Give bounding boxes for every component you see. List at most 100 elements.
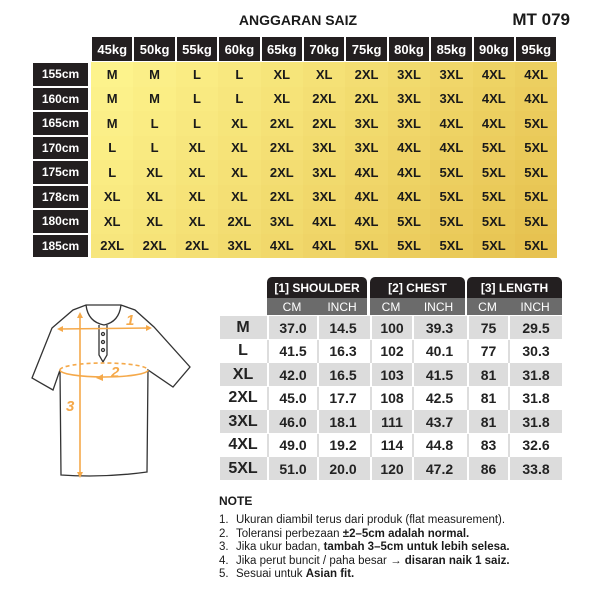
size-cell: XL bbox=[91, 209, 134, 234]
measurement-row: M 37.0 14.5 100 39.3 75 29.5 bbox=[220, 316, 562, 339]
measurement-value: 33.8 bbox=[508, 457, 562, 480]
size-cell: XL bbox=[175, 135, 219, 160]
size-cell: L bbox=[175, 111, 219, 136]
height-header: 180cm bbox=[33, 210, 88, 233]
size-cell: L bbox=[91, 160, 134, 185]
height-header: 165cm bbox=[33, 112, 88, 135]
measurement-value: 44.8 bbox=[412, 433, 465, 457]
size-cell: 4XL bbox=[303, 233, 346, 258]
note-item: 2. Toleransi perbezaan ±2–5cm adalah norm… bbox=[219, 528, 510, 542]
size-cell: 4XL bbox=[430, 135, 473, 160]
size-cell: 5XL bbox=[387, 209, 431, 234]
measurement-value: 16.3 bbox=[317, 339, 367, 363]
size-cell: L bbox=[218, 62, 261, 87]
size-cell: 2XL bbox=[91, 233, 134, 258]
size-cell: L bbox=[91, 135, 134, 160]
unit-header: CM bbox=[370, 298, 412, 315]
measurement-value: 32.6 bbox=[508, 433, 562, 457]
note-num: 4. bbox=[219, 554, 229, 567]
size-cell: 5XL bbox=[515, 160, 558, 185]
size-cell: 2XL bbox=[260, 160, 303, 185]
size-cell: XL bbox=[133, 160, 176, 185]
size-cell: L bbox=[218, 86, 261, 111]
size-cell: 3XL bbox=[387, 111, 431, 136]
size-cell: 5XL bbox=[472, 233, 515, 258]
height-header: 185cm bbox=[33, 234, 88, 257]
measurement-row: XL 42.0 16.5 103 41.5 81 31.8 bbox=[220, 363, 562, 386]
size-cell: 5XL bbox=[430, 184, 473, 209]
size-label: L bbox=[238, 342, 248, 359]
size-cell: 2XL bbox=[175, 233, 219, 258]
size-cell: 4XL bbox=[515, 62, 558, 87]
size-cell: 5XL bbox=[472, 184, 515, 209]
height-header: 178cm bbox=[33, 185, 88, 208]
note-item: 3. Jika ukur badan, tambah 3–5cm untuk le… bbox=[219, 541, 510, 555]
measurement-value: 108 bbox=[370, 386, 412, 410]
size-cell: 5XL bbox=[345, 233, 388, 258]
height-header: 160cm bbox=[33, 87, 88, 110]
size-cell: 4XL bbox=[472, 111, 515, 136]
size-label: XL bbox=[232, 365, 254, 383]
measurement-value: 75 bbox=[467, 316, 508, 339]
size-cell: 3XL bbox=[345, 111, 388, 136]
measurement-value: 18.1 bbox=[317, 410, 367, 433]
measurement-row: 2XL 45.0 17.7 108 42.5 81 31.8 bbox=[220, 386, 562, 410]
size-cell: 3XL bbox=[387, 62, 431, 87]
size-cell: L bbox=[133, 135, 176, 160]
note-item: 4. Jika perut buncit / paha besar → disar… bbox=[219, 555, 510, 569]
measurement-value: 41.5 bbox=[412, 363, 465, 386]
size-cell: 5XL bbox=[387, 233, 431, 258]
note-num: 1. bbox=[219, 514, 229, 526]
size-label: 3XL bbox=[228, 412, 258, 430]
size-label: 5XL bbox=[228, 459, 258, 477]
size-cell: 5XL bbox=[515, 209, 558, 234]
size-cell: XL bbox=[260, 86, 303, 111]
size-cell: 3XL bbox=[430, 86, 473, 111]
measurement-value: 42.0 bbox=[267, 363, 317, 386]
measurement-value: 29.5 bbox=[508, 316, 562, 339]
size-cell: 4XL bbox=[260, 233, 303, 258]
size-cell: XL bbox=[175, 209, 219, 234]
size-cell: 5XL bbox=[430, 233, 473, 258]
size-cell: L bbox=[175, 62, 219, 87]
measurement-value: 111 bbox=[370, 410, 412, 433]
size-cell: 4XL bbox=[345, 160, 388, 185]
weight-header: 60kg bbox=[219, 37, 260, 61]
note-bold: tambah 3–5cm untuk lebih selesa. bbox=[323, 541, 510, 554]
measurement-value: 100 bbox=[370, 316, 412, 339]
weight-header: 55kg bbox=[176, 37, 218, 61]
unit-header: INCH bbox=[412, 298, 465, 315]
size-cell: 2XL bbox=[345, 62, 388, 87]
size-cell: 5XL bbox=[515, 184, 558, 209]
size-cell: M bbox=[91, 62, 134, 87]
note-text: Jika ukur badan, bbox=[236, 541, 324, 554]
size-cell: M bbox=[91, 86, 134, 111]
measurement-value: 47.2 bbox=[412, 457, 465, 480]
note-bold: ±2–5cm adalah normal. bbox=[342, 527, 470, 540]
measurement-value: 43.7 bbox=[412, 410, 465, 433]
size-cell: 4XL bbox=[345, 184, 388, 209]
label-3: 3 bbox=[66, 398, 75, 415]
label-2: 2 bbox=[110, 364, 120, 381]
measurement-value: 16.5 bbox=[317, 363, 367, 386]
group-header: [1] SHOULDER bbox=[267, 277, 367, 299]
measurement-value: 102 bbox=[370, 339, 412, 363]
size-cell: 3XL bbox=[260, 209, 303, 234]
measurement-value: 30.3 bbox=[508, 339, 562, 363]
weight-header: 45kg bbox=[92, 37, 133, 61]
size-cell: 5XL bbox=[430, 209, 473, 234]
shirt-outline-icon bbox=[31, 304, 191, 477]
weight-header: 70kg bbox=[304, 37, 345, 61]
size-cell: 4XL bbox=[472, 86, 515, 111]
measurement-row: L 41.5 16.3 102 40.1 77 30.3 bbox=[220, 339, 562, 363]
measurement-value: 39.3 bbox=[412, 316, 465, 339]
measurement-value: 42.5 bbox=[412, 386, 465, 410]
weight-header: 85kg bbox=[431, 37, 472, 61]
unit-header: CM bbox=[267, 298, 317, 315]
size-cell: 5XL bbox=[515, 135, 558, 160]
size-cell: 4XL bbox=[387, 184, 431, 209]
measurement-value: 20.0 bbox=[317, 457, 367, 480]
weight-header: 65kg bbox=[261, 37, 302, 61]
weight-header: 80kg bbox=[388, 37, 430, 61]
measurement-value: 81 bbox=[467, 363, 508, 386]
